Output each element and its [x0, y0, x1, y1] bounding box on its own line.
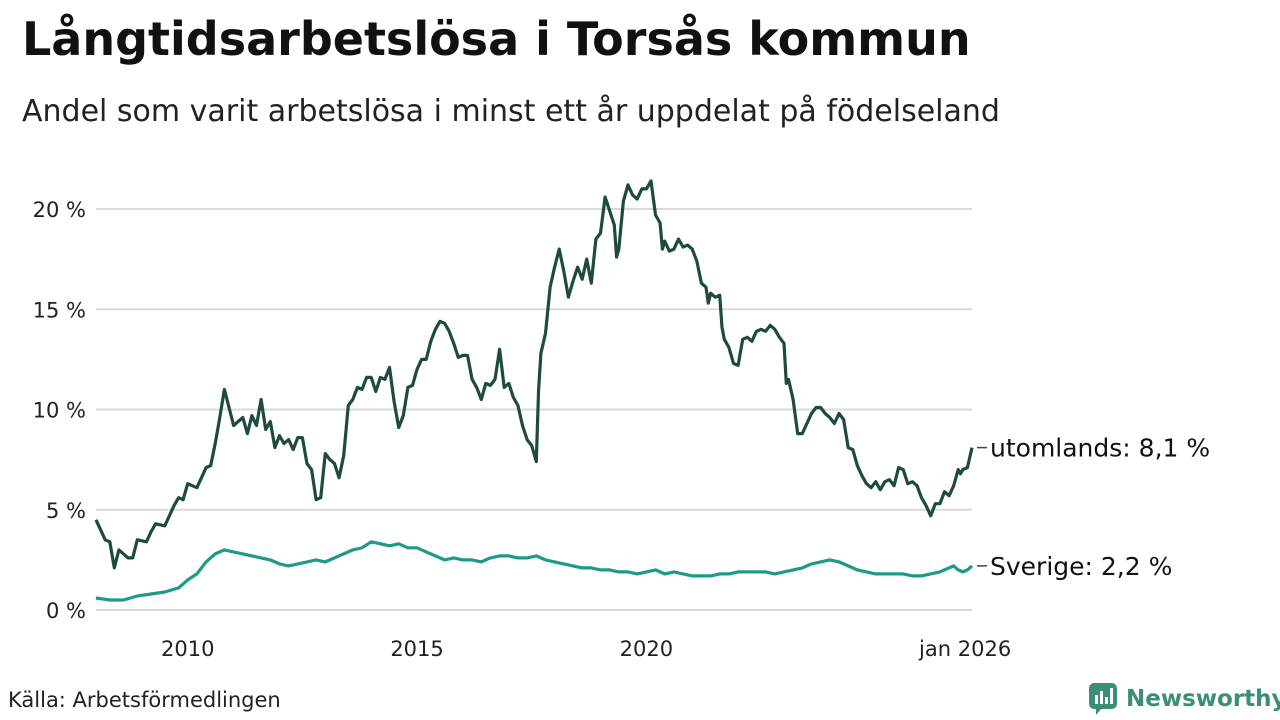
y-tick-label: 0 % — [46, 599, 86, 623]
x-tick-label: 2020 — [620, 637, 673, 661]
x-tick-label: 2015 — [390, 637, 443, 661]
series-end-label: Sverige: 2,2 % — [990, 552, 1172, 581]
series-line-sverige — [95, 540, 974, 602]
series-line-utomlands — [94, 179, 974, 570]
brand-name: Newsworthy — [1126, 686, 1280, 712]
y-tick-label: 5 % — [46, 499, 86, 523]
series-end-label: utomlands: 8,1 % — [990, 434, 1210, 463]
chart-title: Långtidsarbetslösa i Torsås kommun — [22, 12, 971, 66]
y-tick-label: 20 % — [33, 198, 86, 222]
chart-subtitle: Andel som varit arbetslösa i minst ett å… — [22, 94, 1000, 129]
newsworthy-logo-icon — [1089, 683, 1117, 715]
x-tick-label: 2010 — [161, 637, 214, 661]
x-tick-label: jan 2026 — [918, 637, 1011, 661]
source-label: Källa: Arbetsförmedlingen — [8, 688, 281, 712]
y-tick-label: 15 % — [33, 298, 86, 322]
brand-logo[interactable]: Newsworthy — [1088, 682, 1280, 716]
y-tick-label: 10 % — [33, 399, 86, 423]
